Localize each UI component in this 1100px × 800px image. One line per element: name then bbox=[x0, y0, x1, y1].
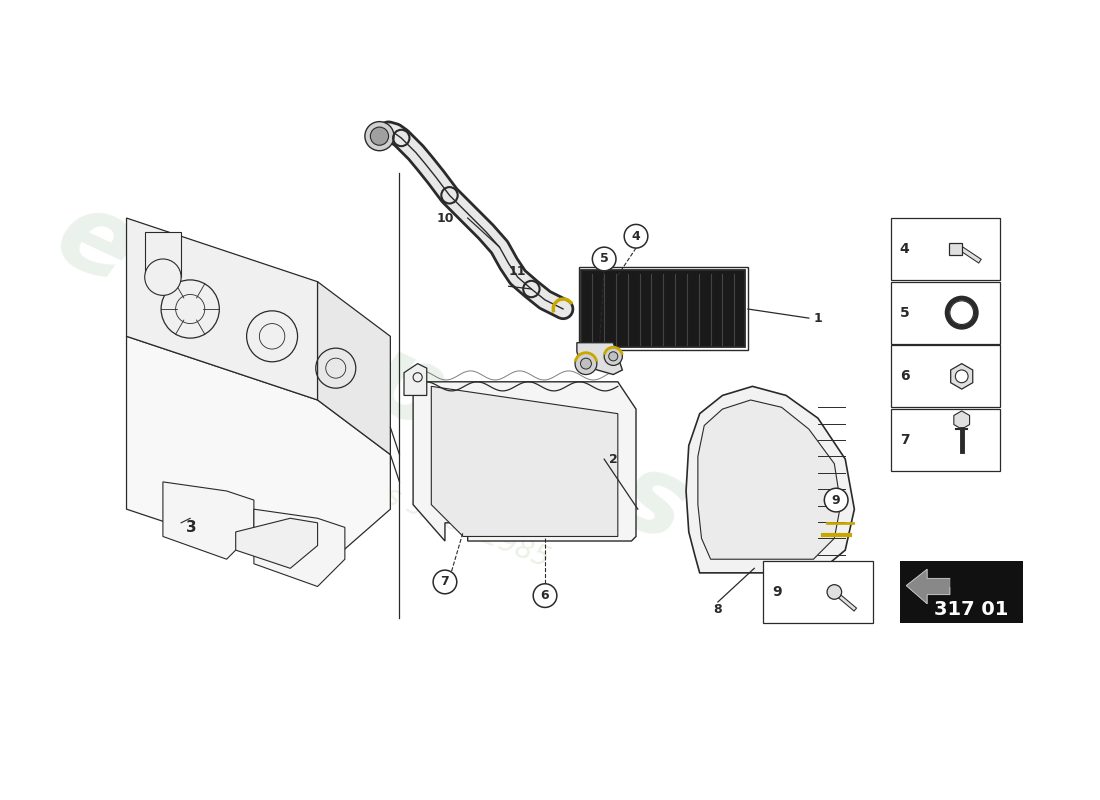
Text: 6: 6 bbox=[541, 589, 549, 602]
Polygon shape bbox=[254, 509, 345, 586]
Bar bbox=[582, 270, 745, 347]
Polygon shape bbox=[697, 400, 840, 559]
Bar bbox=[900, 561, 1023, 623]
Text: 1: 1 bbox=[813, 312, 822, 325]
Bar bbox=[145, 232, 182, 277]
Bar bbox=[891, 282, 1000, 343]
Bar bbox=[763, 561, 872, 623]
Polygon shape bbox=[318, 282, 390, 454]
Circle shape bbox=[604, 347, 623, 366]
Text: 7: 7 bbox=[900, 433, 910, 447]
Circle shape bbox=[824, 488, 848, 512]
Circle shape bbox=[371, 127, 388, 146]
Text: 8: 8 bbox=[714, 602, 723, 616]
Polygon shape bbox=[163, 482, 254, 559]
Circle shape bbox=[433, 570, 456, 594]
Polygon shape bbox=[126, 336, 390, 573]
Circle shape bbox=[581, 358, 592, 369]
Bar bbox=[891, 409, 1000, 471]
Text: 3: 3 bbox=[186, 520, 196, 535]
Bar bbox=[891, 346, 1000, 407]
Text: 5: 5 bbox=[900, 306, 910, 320]
Text: 317 01: 317 01 bbox=[934, 600, 1008, 618]
Bar bbox=[949, 242, 961, 255]
Circle shape bbox=[365, 122, 394, 150]
Text: eurospares: eurospares bbox=[40, 180, 705, 566]
Text: 9: 9 bbox=[832, 494, 840, 506]
Text: 9: 9 bbox=[772, 585, 782, 599]
Polygon shape bbox=[686, 386, 855, 573]
Text: 6: 6 bbox=[900, 370, 910, 383]
Circle shape bbox=[575, 353, 597, 374]
Polygon shape bbox=[404, 364, 427, 395]
Polygon shape bbox=[950, 364, 972, 389]
Polygon shape bbox=[235, 518, 318, 568]
Polygon shape bbox=[126, 218, 318, 400]
Bar bbox=[579, 267, 748, 350]
Polygon shape bbox=[954, 411, 969, 429]
Text: 4: 4 bbox=[631, 230, 640, 242]
Polygon shape bbox=[576, 342, 623, 374]
Circle shape bbox=[624, 225, 648, 248]
Text: 7: 7 bbox=[441, 575, 449, 589]
Circle shape bbox=[592, 247, 616, 271]
Text: 4: 4 bbox=[900, 242, 910, 256]
Text: a passion for parts since 1985: a passion for parts since 1985 bbox=[154, 390, 553, 574]
Circle shape bbox=[608, 352, 618, 361]
Polygon shape bbox=[431, 386, 618, 537]
Circle shape bbox=[145, 259, 182, 295]
Text: 5: 5 bbox=[600, 253, 608, 266]
Text: 2: 2 bbox=[608, 453, 617, 466]
Circle shape bbox=[827, 585, 842, 599]
Text: 11: 11 bbox=[509, 265, 527, 278]
Polygon shape bbox=[906, 570, 950, 604]
Text: 10: 10 bbox=[437, 211, 454, 225]
Circle shape bbox=[534, 584, 557, 607]
Polygon shape bbox=[414, 382, 636, 541]
Circle shape bbox=[955, 370, 968, 382]
Bar bbox=[891, 218, 1000, 280]
Circle shape bbox=[950, 301, 974, 325]
